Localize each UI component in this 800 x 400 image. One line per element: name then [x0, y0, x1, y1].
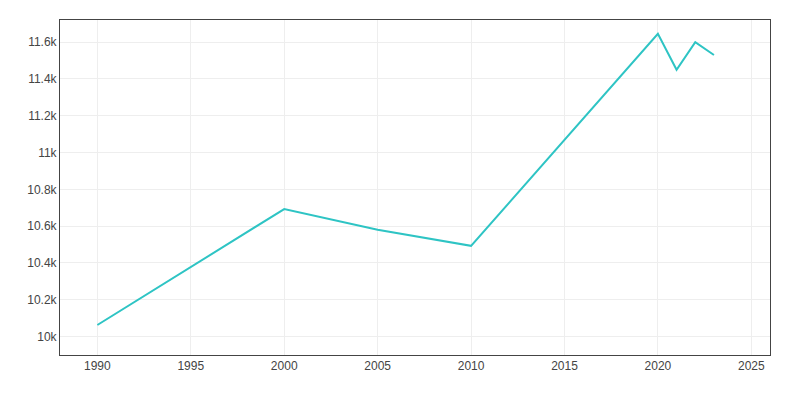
svg-text:10.4k: 10.4k — [27, 256, 57, 270]
svg-text:11.4k: 11.4k — [28, 72, 57, 86]
svg-text:10k: 10k — [37, 330, 57, 344]
svg-text:10.2k: 10.2k — [27, 293, 57, 307]
svg-text:11k: 11k — [38, 146, 57, 160]
svg-text:11.6k: 11.6k — [28, 35, 57, 49]
svg-text:11.2k: 11.2k — [28, 109, 57, 123]
svg-text:2005: 2005 — [364, 359, 391, 373]
svg-text:2010: 2010 — [458, 359, 485, 373]
svg-text:1990: 1990 — [84, 359, 111, 373]
svg-text:2020: 2020 — [645, 359, 672, 373]
svg-text:2000: 2000 — [271, 359, 298, 373]
svg-text:10.6k: 10.6k — [27, 219, 57, 233]
svg-text:1995: 1995 — [177, 359, 204, 373]
svg-text:2015: 2015 — [551, 359, 578, 373]
svg-text:10.8k: 10.8k — [27, 183, 57, 197]
svg-text:2025: 2025 — [738, 359, 765, 373]
